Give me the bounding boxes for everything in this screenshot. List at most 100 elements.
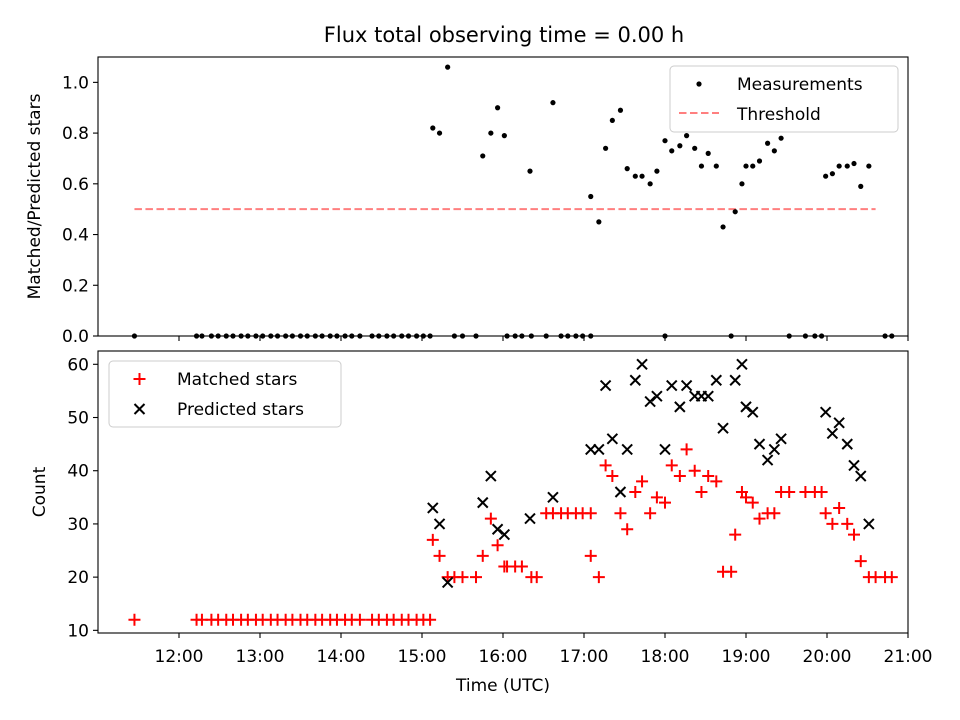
count-y-axis-label: Count — [30, 466, 50, 517]
ratio-legend: Measurements Threshold — [669, 65, 899, 133]
measurement-point — [739, 181, 745, 187]
x-tick-label: 20:00 — [803, 647, 852, 667]
measurement-point — [639, 173, 645, 179]
matched-star-point — [740, 491, 752, 504]
measurement-point — [844, 163, 850, 169]
predicted-star-point — [775, 433, 787, 445]
ratio-y-ticks: 0.0 0.2 0.4 0.6 0.8 1.0 — [62, 73, 98, 347]
x-tick-label: 17:00 — [560, 647, 609, 667]
ratio-y-tick-label: 1.0 — [62, 73, 89, 93]
measurement-point — [705, 150, 711, 156]
predicted-star-point — [485, 470, 497, 482]
matched-star-point — [819, 507, 832, 520]
matched-star-point — [584, 549, 597, 562]
predicted-star-point — [491, 523, 504, 535]
measurement-point — [480, 153, 486, 159]
matched-star-point — [725, 565, 738, 578]
matched-star-point — [783, 486, 796, 498]
predicted-star-point — [826, 427, 839, 440]
measurement-point — [692, 145, 698, 151]
measurement-point — [778, 135, 784, 141]
measurement-point — [632, 173, 638, 179]
predicted-star-point — [498, 528, 511, 541]
matched-star-point — [606, 470, 619, 483]
ratio-marks — [131, 64, 895, 339]
predicted-star-point — [593, 443, 605, 456]
matched-star-point — [484, 512, 497, 525]
measurement-point — [720, 224, 726, 230]
matched-star-point — [854, 555, 867, 568]
measurement-point — [588, 193, 594, 200]
matched-star-point — [636, 475, 649, 488]
measurement-point — [617, 107, 624, 113]
count-y-tick-label: 50 — [67, 409, 89, 429]
measurement-point — [713, 163, 719, 169]
predicted-star-point — [477, 496, 489, 509]
matched-star-point — [424, 613, 437, 626]
matched-star-point — [644, 507, 657, 520]
predicted-star-point — [863, 518, 875, 530]
legend-measurements-label: Measurements — [737, 75, 863, 95]
measurement-point — [609, 117, 615, 124]
measurement-point — [603, 145, 609, 151]
predicted-star-point — [740, 401, 752, 413]
matched-star-point — [530, 571, 543, 584]
matched-star-point — [688, 464, 701, 477]
matched-star-point — [592, 571, 605, 584]
predicted-star-point — [524, 512, 536, 525]
ratio-y-tick-label: 0.4 — [62, 226, 89, 246]
measurement-point — [662, 138, 668, 144]
predicted-star-point — [761, 454, 774, 466]
legend-predicted-marker — [133, 403, 146, 415]
matched-star-point — [673, 470, 686, 483]
x-tick-label: 12:00 — [155, 647, 204, 667]
legend-measurements-marker — [696, 81, 702, 87]
predicted-star-point — [833, 417, 845, 429]
matched-star-point — [515, 560, 528, 573]
measurement-point — [823, 173, 829, 179]
matched-star-point — [433, 549, 446, 562]
matched-star-point — [746, 496, 759, 509]
predicted-star-point — [433, 518, 446, 530]
matched-star-point — [729, 528, 742, 541]
matched-star-point — [353, 613, 366, 626]
matched-star-point — [753, 512, 766, 525]
x-tick-label: 18:00 — [641, 647, 690, 667]
measurement-point — [436, 130, 443, 136]
measurement-point — [858, 183, 864, 189]
matched-star-point — [695, 486, 708, 498]
x-tick-label: 21:00 — [884, 647, 933, 667]
matched-star-point — [848, 528, 860, 541]
matched-star-point — [650, 491, 663, 504]
matched-star-point — [456, 571, 469, 584]
predicted-star-point — [717, 422, 729, 434]
matched-star-point — [815, 486, 828, 498]
matched-star-point — [629, 486, 642, 498]
ratio-legend-box — [669, 65, 899, 133]
matched-star-point — [470, 571, 482, 584]
predicted-star-point — [819, 406, 832, 418]
count-y-tick-label: 10 — [67, 621, 89, 641]
ratio-panel: 0.0 0.2 0.4 0.6 0.8 1.0 Matched/Predicted sta… — [25, 56, 909, 347]
matched-star-point — [841, 517, 854, 530]
count-legend-box — [108, 360, 342, 428]
matched-star-point — [833, 501, 846, 514]
count-y-tick-label: 30 — [67, 515, 89, 535]
predicted-star-point — [659, 443, 671, 456]
measurement-point — [771, 148, 777, 154]
legend-threshold-label: Threshold — [736, 105, 821, 125]
measurement-point — [829, 171, 836, 177]
matched-star-point — [476, 549, 489, 562]
chart-title: Flux total observing time = 0.00 h — [324, 23, 684, 47]
ratio-y-axis-label: Matched/Predicted stars — [25, 93, 45, 299]
matched-star-point — [621, 523, 634, 536]
matched-star-point — [710, 475, 723, 488]
measurement-point — [488, 130, 494, 136]
measurement-point — [647, 181, 653, 187]
predicted-star-point — [736, 358, 748, 371]
matched-star-point — [885, 571, 898, 584]
predicted-star-point — [644, 395, 656, 408]
measurement-point — [765, 140, 771, 146]
x-tick-label: 16:00 — [479, 647, 528, 667]
